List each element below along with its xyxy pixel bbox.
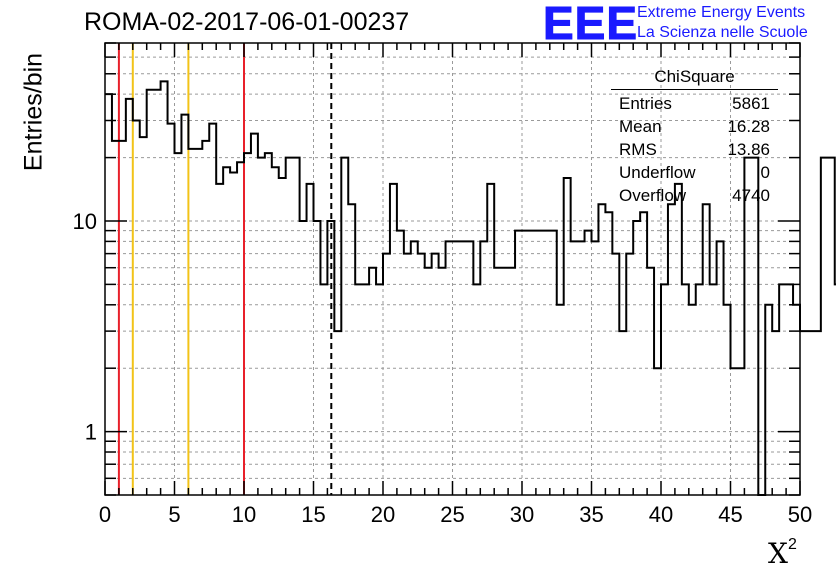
x-axis-label-sup: 2: [787, 536, 797, 553]
stats-row-overflow: Overflow 4740: [611, 184, 778, 207]
stats-label: Underflow: [619, 163, 696, 182]
stats-label: Entries: [619, 94, 672, 113]
x-tick-label: 0: [99, 502, 111, 527]
stats-value: 13.86: [727, 140, 770, 159]
y-tick-label: 1: [85, 420, 97, 445]
x-tick-label: 20: [371, 502, 395, 527]
stats-label: RMS: [619, 140, 657, 159]
stats-label: Mean: [619, 117, 662, 136]
ticks-layer: 0 5 10 15 20 25 30 35 40 45 50 1 10: [73, 42, 812, 527]
x-tick-label: 25: [440, 502, 464, 527]
x-tick-label: 5: [168, 502, 180, 527]
stats-title: ChiSquare: [611, 67, 778, 90]
histogram-line: [105, 80, 836, 496]
eee-logo-line1: Extreme Energy Events: [637, 4, 806, 21]
eee-logo-line2: La Scienza nelle Scuole: [637, 24, 808, 41]
x-tick-label: 30: [510, 502, 534, 527]
y-tick-label: 10: [73, 209, 97, 234]
stats-box: ChiSquare Entries 5861 Mean 16.28 RMS 13.86…: [611, 67, 778, 207]
stats-label: Overflow: [619, 186, 687, 205]
marker-lines-layer: [117, 43, 333, 495]
stats-value: 5861: [732, 94, 770, 113]
plot-title: ROMA-02-2017-06-01-00237: [84, 8, 410, 36]
stats-value: 0: [760, 163, 770, 182]
x-tick-label: 15: [301, 502, 325, 527]
plot-frame: [104, 42, 801, 496]
eee-logo: EEE: [542, 0, 639, 49]
stats-row-entries: Entries 5861: [611, 92, 778, 115]
x-axis-label-base: X: [768, 537, 788, 570]
x-tick-label: 45: [718, 502, 742, 527]
stats-row-underflow: Underflow 0: [611, 161, 778, 184]
x-tick-label: 10: [232, 502, 256, 527]
x-tick-label: 40: [649, 502, 673, 527]
stats-row-mean: Mean 16.28: [611, 115, 778, 138]
stats-value: 16.28: [727, 117, 770, 136]
x-tick-label: 35: [579, 502, 603, 527]
x-axis-label: X2: [768, 536, 797, 570]
stats-value: 4740: [732, 186, 770, 205]
x-tick-label: 50: [788, 502, 812, 527]
stats-row-rms: RMS 13.86: [611, 138, 778, 161]
